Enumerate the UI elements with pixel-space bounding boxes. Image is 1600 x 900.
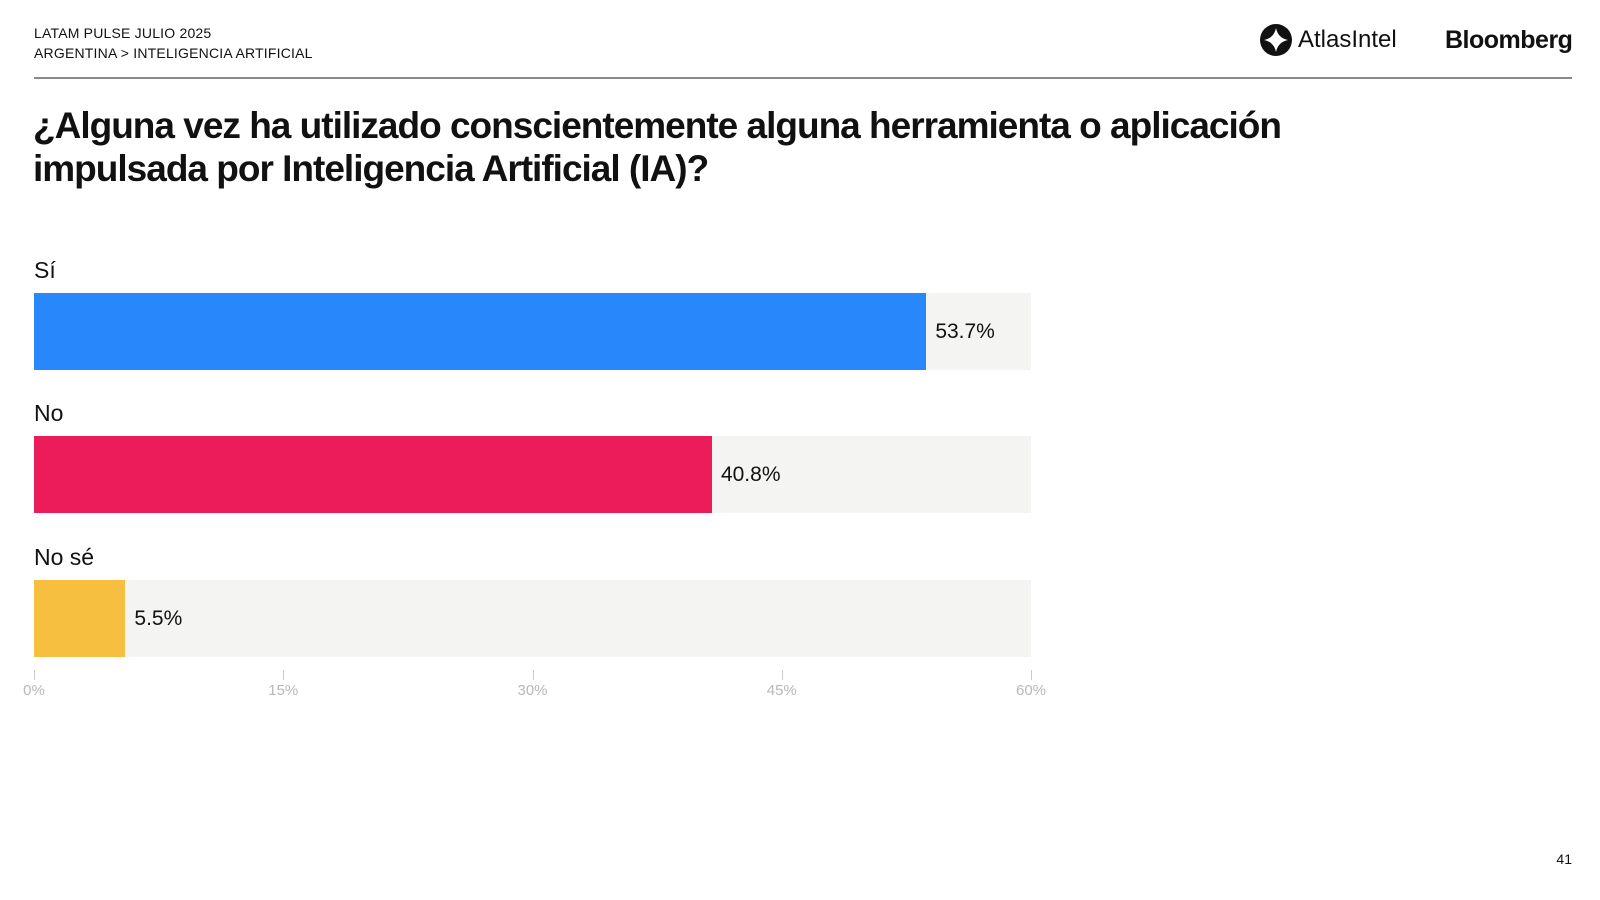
data-label: 53.7%	[935, 319, 995, 343]
axis-tick	[532, 670, 534, 680]
tick-label: 45%	[766, 682, 797, 699]
axis-tick	[781, 670, 783, 680]
report-header: LATAM PULSE JULIO 2025 ARGENTINA > INTEL…	[34, 23, 313, 63]
bloomberg-logo: Bloomberg	[1445, 26, 1573, 54]
bar-track: 5.5%	[34, 580, 1031, 657]
axis-tick	[1031, 670, 1032, 680]
category-label: No	[34, 400, 64, 426]
tick-label: 60%	[1015, 682, 1047, 699]
category-label: Sí	[34, 257, 56, 283]
bar-track: 53.7%	[34, 293, 1031, 370]
atlasintel-logo-icon	[1260, 24, 1292, 56]
atlasintel-logo-text: AtlasIntel	[1298, 26, 1397, 53]
tick-label: 30%	[517, 682, 548, 699]
tick-label: 15%	[268, 682, 299, 699]
survey-name: LATAM PULSE JULIO 2025	[34, 25, 212, 41]
bar	[34, 436, 712, 513]
axis-tick	[34, 670, 35, 680]
atlasintel-logo: AtlasIntel	[1260, 24, 1397, 56]
axis-tick	[283, 670, 285, 680]
data-label: 5.5%	[134, 606, 183, 630]
tick-label: 0%	[23, 682, 45, 699]
header-divider	[34, 77, 1572, 79]
data-label: 40.8%	[720, 462, 781, 486]
category-label: No sé	[34, 544, 95, 570]
page-number: 41	[1556, 851, 1572, 867]
breadcrumb: ARGENTINA > INTELIGENCIA ARTIFICIAL	[34, 45, 313, 61]
bar	[34, 580, 126, 657]
bar	[34, 293, 927, 370]
chart-title: ¿Alguna vez ha utilizado conscientemente…	[33, 105, 1282, 189]
bar-track: 40.8%	[34, 436, 1031, 513]
